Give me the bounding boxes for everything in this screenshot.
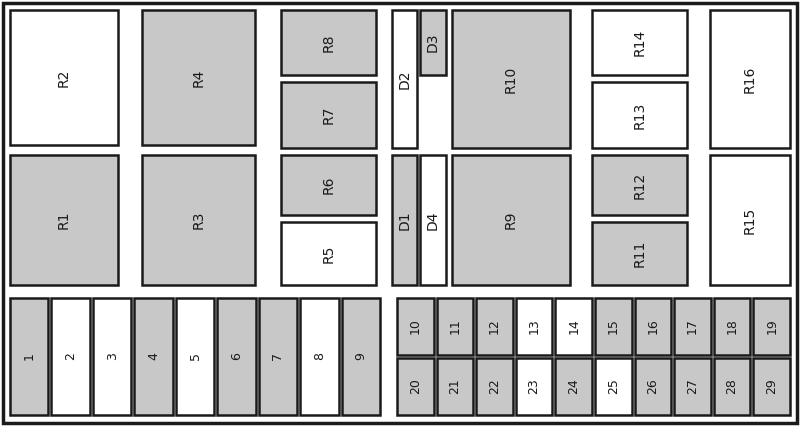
Bar [142, 10, 255, 145]
Bar [397, 298, 434, 355]
Bar [176, 298, 214, 415]
Text: 16: 16 [646, 319, 659, 334]
Text: R14: R14 [633, 29, 646, 56]
Bar [437, 298, 474, 355]
Bar [516, 298, 552, 355]
Text: 14: 14 [567, 319, 580, 334]
Bar [142, 155, 255, 285]
Bar [10, 10, 118, 145]
Bar [258, 298, 297, 415]
Text: R9: R9 [504, 211, 518, 229]
Bar [452, 10, 570, 148]
Text: 12: 12 [488, 319, 501, 334]
Bar [10, 155, 118, 285]
Bar [342, 298, 380, 415]
Text: 2: 2 [64, 353, 77, 360]
Bar [592, 82, 687, 148]
Text: 3: 3 [106, 353, 118, 360]
Bar [592, 222, 687, 285]
Text: R8: R8 [322, 33, 335, 52]
Bar [516, 358, 552, 415]
Bar [420, 155, 446, 285]
Bar [452, 155, 570, 285]
Text: R11: R11 [633, 240, 646, 267]
Text: 29: 29 [766, 379, 778, 394]
Bar [392, 10, 417, 148]
Text: R2: R2 [57, 68, 71, 86]
Bar [674, 358, 711, 415]
Bar [281, 82, 376, 148]
Text: 5: 5 [189, 352, 202, 360]
Text: 27: 27 [686, 379, 699, 394]
Text: 1: 1 [22, 353, 36, 360]
Bar [281, 222, 376, 285]
Text: 26: 26 [646, 379, 659, 394]
Bar [710, 10, 790, 148]
Text: R4: R4 [191, 68, 206, 86]
Text: 20: 20 [409, 379, 422, 394]
Bar [476, 358, 513, 415]
Text: R3: R3 [191, 211, 206, 229]
Text: 9: 9 [354, 353, 367, 360]
Text: R13: R13 [633, 101, 646, 129]
Bar [420, 10, 446, 75]
Bar [714, 298, 750, 355]
Bar [674, 298, 711, 355]
Text: D2: D2 [398, 69, 411, 89]
Bar [592, 10, 687, 75]
Text: D3: D3 [426, 33, 440, 52]
Text: R10: R10 [504, 65, 518, 92]
Text: 8: 8 [313, 352, 326, 360]
Bar [397, 358, 434, 415]
Text: R1: R1 [57, 211, 71, 229]
Bar [476, 298, 513, 355]
Bar [93, 298, 131, 415]
Text: R15: R15 [743, 206, 757, 233]
Text: 24: 24 [567, 379, 580, 394]
Text: 15: 15 [606, 319, 620, 334]
Bar [218, 298, 256, 415]
Bar [555, 298, 592, 355]
Text: D1: D1 [398, 210, 411, 230]
Text: 25: 25 [606, 379, 620, 394]
Bar [592, 155, 687, 215]
Bar [51, 298, 90, 415]
Bar [555, 358, 592, 415]
Bar [281, 10, 376, 75]
Bar [392, 155, 417, 285]
Text: 17: 17 [686, 319, 699, 334]
Text: R5: R5 [322, 245, 335, 263]
Text: 11: 11 [449, 319, 462, 334]
Text: 7: 7 [271, 352, 284, 360]
Bar [10, 298, 49, 415]
Text: 23: 23 [527, 379, 541, 394]
Bar [754, 298, 790, 355]
Text: 10: 10 [409, 319, 422, 334]
Bar [281, 155, 376, 215]
Text: R7: R7 [322, 106, 335, 124]
Text: 21: 21 [449, 379, 462, 394]
Text: 18: 18 [726, 319, 738, 334]
Bar [300, 298, 338, 415]
Text: R12: R12 [633, 171, 646, 199]
Text: D4: D4 [426, 210, 440, 230]
Text: 4: 4 [147, 353, 160, 360]
Bar [437, 358, 474, 415]
Text: R16: R16 [743, 65, 757, 93]
Text: R6: R6 [322, 176, 335, 194]
Text: 19: 19 [766, 319, 778, 334]
Bar [714, 358, 750, 415]
Text: 6: 6 [230, 353, 243, 360]
Bar [754, 358, 790, 415]
Bar [595, 358, 632, 415]
Bar [710, 155, 790, 285]
Text: 13: 13 [527, 319, 541, 334]
Bar [634, 298, 671, 355]
Bar [634, 358, 671, 415]
Bar [595, 298, 632, 355]
Text: 28: 28 [726, 379, 738, 394]
Bar [134, 298, 173, 415]
Text: 22: 22 [488, 379, 501, 394]
